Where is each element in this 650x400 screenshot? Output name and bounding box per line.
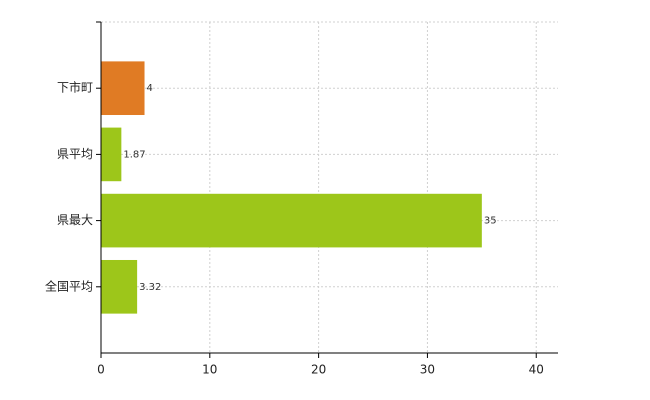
value-label: 1.87 [123,149,145,160]
y-tick-label: 県平均 [57,147,93,161]
y-tick-label: 県最大 [57,213,93,227]
value-label: 35 [484,216,497,227]
bar [101,127,122,182]
bar [101,61,145,116]
x-tick-label: 40 [529,363,544,377]
bar [101,259,138,314]
x-tick-label: 30 [420,363,435,377]
x-tick-label: 10 [202,363,217,377]
value-label: 3.32 [139,282,161,293]
y-tick-label: 全国平均 [45,278,93,293]
x-tick-label: 0 [97,363,105,377]
x-tick-label: 20 [311,363,326,377]
bar [101,193,482,248]
value-label: 4 [147,83,153,94]
y-tick-label: 下市町 [57,80,93,95]
